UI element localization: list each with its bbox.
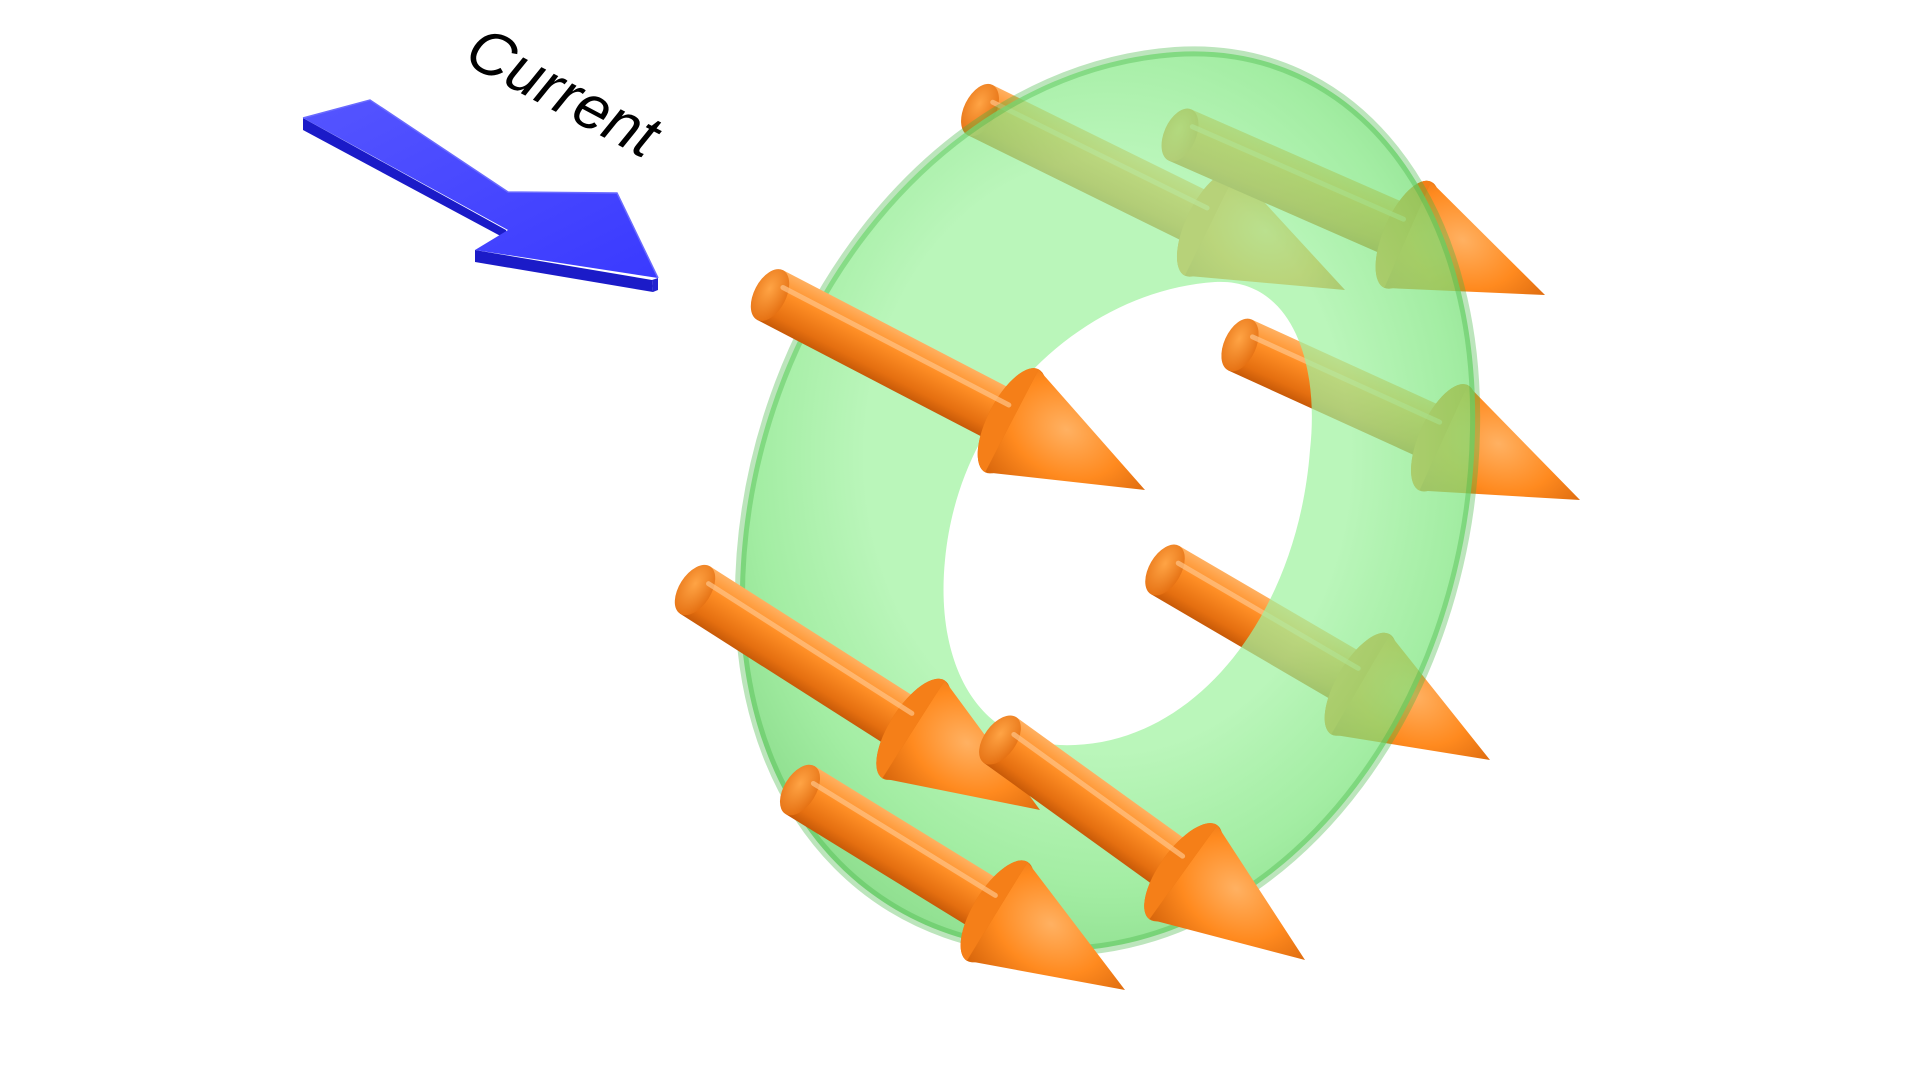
spin-arrow-icon xyxy=(750,269,1145,490)
spin-arrow-icon xyxy=(979,715,1305,960)
current-label: Current xyxy=(455,13,672,172)
spin-arrow-icon xyxy=(779,764,1125,990)
current-arrow-icon xyxy=(302,99,659,292)
spin-arrow-icon xyxy=(674,564,1040,811)
